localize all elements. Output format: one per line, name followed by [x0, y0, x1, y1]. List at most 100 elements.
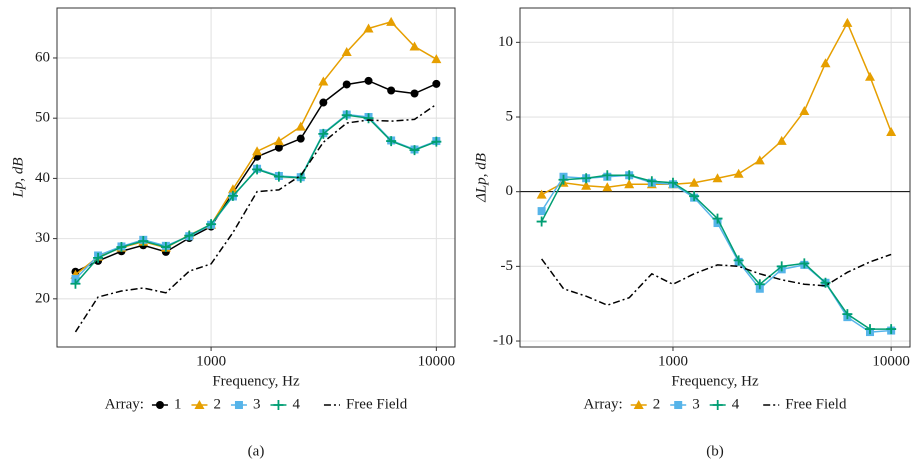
marker — [93, 252, 104, 263]
y-tick-label: 60 — [35, 49, 50, 65]
marker — [273, 171, 284, 182]
marker — [667, 177, 678, 188]
line — [541, 253, 892, 306]
marker — [581, 180, 592, 190]
caption: (b) — [706, 443, 724, 459]
marker — [409, 145, 420, 156]
legend-label: 2 — [213, 396, 221, 412]
marker — [273, 400, 284, 410]
marker — [799, 106, 810, 116]
marker — [409, 41, 420, 51]
marker — [318, 76, 329, 86]
legend-title: Array: — [105, 396, 144, 412]
plot-background — [57, 8, 455, 347]
marker — [886, 126, 897, 136]
marker — [712, 400, 723, 410]
marker — [273, 136, 284, 146]
y-tick-label: -5 — [501, 258, 514, 274]
y-axis-title: Lp, dB — [10, 157, 26, 198]
marker — [537, 207, 546, 216]
marker — [341, 110, 352, 121]
legend-label: 4 — [732, 396, 740, 412]
marker — [138, 236, 149, 247]
marker — [776, 261, 787, 272]
y-tick-label: -10 — [493, 332, 513, 348]
marker — [274, 143, 283, 152]
marker — [410, 89, 419, 98]
marker — [184, 230, 195, 241]
marker — [624, 179, 635, 189]
x-tick-label: 10000 — [872, 353, 910, 369]
legend-label: Free Field — [346, 396, 408, 412]
marker — [252, 164, 263, 175]
marker — [116, 242, 127, 253]
marker — [536, 216, 547, 227]
marker — [820, 277, 831, 288]
legend: Array: 2 3 4 Free Field — [584, 396, 847, 412]
legend-title: Array: — [584, 396, 623, 412]
marker — [160, 242, 171, 253]
marker — [733, 255, 744, 266]
marker — [674, 401, 683, 409]
x-tick-label: 1000 — [196, 353, 226, 369]
marker — [386, 136, 397, 147]
legend: Array: 1 2 3 4 Free Field — [105, 396, 408, 412]
marker — [754, 155, 765, 165]
marker — [155, 401, 164, 409]
y-tick-label: 10 — [498, 34, 513, 50]
legend-label: 1 — [174, 396, 182, 412]
x-tick-label: 1000 — [658, 353, 688, 369]
marker — [633, 400, 644, 409]
marker — [318, 128, 329, 139]
legend-label: Free Field — [785, 396, 847, 412]
x-tick-label: 10000 — [418, 353, 456, 369]
marker — [319, 98, 328, 107]
y-tick-label: 30 — [35, 230, 50, 246]
marker — [70, 278, 81, 289]
marker — [363, 23, 374, 33]
marker — [296, 134, 305, 143]
marker — [363, 113, 374, 124]
marker — [646, 176, 657, 187]
marker — [387, 86, 396, 95]
plot-border — [56, 7, 456, 348]
marker — [886, 324, 897, 335]
marker — [712, 173, 723, 183]
y-tick-label: 20 — [35, 290, 50, 306]
marker — [581, 173, 592, 184]
x-axis-title: Frequency, Hz — [212, 373, 300, 389]
y-tick-label: 50 — [35, 110, 50, 126]
marker — [842, 309, 853, 320]
plot-border — [519, 7, 911, 348]
marker — [295, 121, 306, 131]
marker — [602, 182, 613, 192]
marker — [536, 189, 547, 199]
marker — [341, 46, 352, 56]
marker — [431, 136, 442, 147]
marker — [865, 71, 876, 81]
legend-label: 3 — [692, 396, 700, 412]
marker — [227, 184, 238, 194]
marker — [602, 170, 613, 181]
marker — [712, 213, 723, 224]
marker — [754, 279, 765, 290]
marker — [431, 54, 442, 64]
marker — [799, 258, 810, 269]
marker — [689, 191, 700, 202]
marker — [206, 219, 217, 230]
legend-label: 4 — [292, 396, 300, 412]
marker — [558, 174, 569, 185]
marker — [252, 146, 263, 156]
marker — [776, 135, 787, 145]
marker — [432, 79, 441, 88]
marker — [733, 168, 744, 178]
legend-label: 3 — [253, 396, 261, 412]
marker — [842, 17, 853, 27]
marker — [689, 177, 700, 187]
marker — [624, 170, 635, 181]
caption: (a) — [248, 443, 265, 459]
line — [74, 103, 437, 333]
marker — [342, 80, 351, 89]
legend-label: 2 — [653, 396, 661, 412]
